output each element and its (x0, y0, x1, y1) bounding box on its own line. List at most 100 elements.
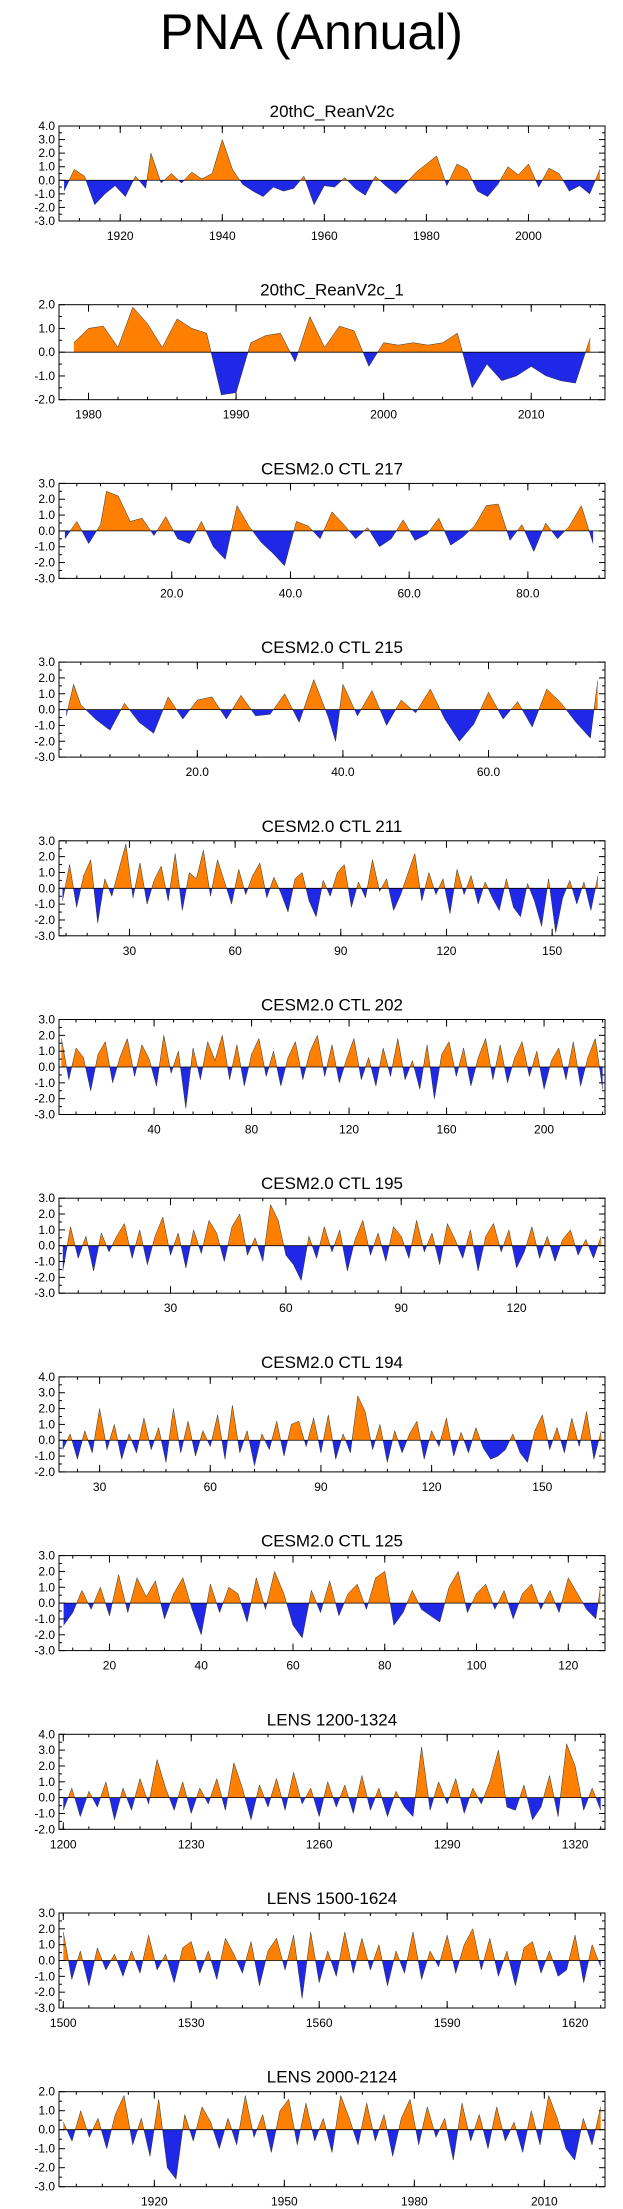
x-tick-label: 60.0 (477, 765, 501, 779)
x-tick-label: 60 (228, 944, 242, 958)
y-tick-label: 2.0 (38, 1207, 55, 1221)
chart-panel: CESM2.0 CTL 211 3.0 2.01.0 0.0 -1.0 -2.0 -3.0 3… (34, 817, 606, 958)
x-tick-label: 1500 (50, 2016, 77, 2030)
x-tick-label: 2010 (518, 408, 545, 422)
x-tick-label: 40.0 (331, 765, 355, 779)
y-tick-label: 3.0 (38, 476, 55, 490)
y-tick-label: 1.0 (38, 1223, 55, 1237)
positive-area (64, 844, 598, 889)
y-tick-label: 2.0 (38, 1402, 55, 1416)
y-tick-label: 3.0 (38, 1743, 55, 1757)
y-tick-label: -1.0 (34, 1969, 55, 1983)
x-tick-label: 1260 (306, 1837, 333, 1851)
negative-area (63, 1797, 601, 1820)
x-tick-label: 20.0 (160, 586, 184, 600)
x-tick-label: 200 (534, 1123, 554, 1137)
y-tick-label: -3.0 (34, 571, 55, 585)
x-tick-label: 1980 (401, 2195, 428, 2209)
y-tick-label: 1.0 (38, 1580, 55, 1594)
x-tick-label: 90 (395, 1301, 409, 1315)
negative-area (62, 1440, 599, 1466)
series-line (61, 1034, 603, 1109)
y-tick-label: 3.0 (38, 1906, 55, 1920)
y-tick-label: 3.0 (38, 133, 55, 147)
x-tick-label: 1980 (413, 229, 440, 243)
y-tick-label: 1.0 (38, 508, 55, 522)
x-tick-label: 1530 (178, 2016, 205, 2030)
y-tick-label: 0.0 (38, 1791, 55, 1805)
y-tick-label: -1.0 (34, 718, 55, 732)
x-tick-label: 160 (437, 1123, 457, 1137)
x-tick-label: 120 (507, 1301, 527, 1315)
negative-area (62, 1245, 602, 1281)
y-tick-label: -3.0 (34, 214, 55, 228)
x-tick-label: 120 (436, 944, 456, 958)
y-tick-label: -2.0 (34, 734, 55, 748)
y-tick-label: -3.0 (34, 929, 55, 943)
y-tick-label: -1.0 (34, 1806, 55, 1820)
chart-panel: CESM2.0 CTL 215 3.0 2.0 1.0 0.0-1.0 -2.0 -3.0 2… (34, 638, 606, 779)
y-tick-label: 3.0 (38, 655, 55, 669)
x-tick-label: 1940 (209, 229, 236, 243)
series-line (66, 678, 598, 742)
y-tick-label: -3.0 (34, 1644, 55, 1658)
x-tick-label: 150 (532, 1480, 552, 1494)
y-tick-label: 0.0 (38, 1433, 55, 1447)
x-tick-label: 30 (123, 944, 137, 958)
series-line (64, 490, 594, 567)
panel-title: CESM2.0 CTL 194 (261, 1353, 403, 1372)
y-tick-label: -1.0 (34, 540, 55, 554)
series-line (63, 1570, 601, 1639)
x-tick-label: 1290 (434, 1837, 461, 1851)
positive-area (63, 2095, 601, 2130)
y-tick-label: 2.0 (38, 492, 55, 506)
x-tick-label: 120 (339, 1123, 359, 1137)
x-tick-label: 40.0 (279, 586, 303, 600)
y-tick-label: 4.0 (38, 1727, 55, 1741)
chart-panel: 20thC_ReanV2c 4.03.02.01.00.0-1.0-2.0-3.0… (34, 102, 606, 243)
y-tick-label: 0.0 (38, 1954, 55, 1968)
series-line (63, 2094, 601, 2180)
series-line (62, 1203, 602, 1282)
x-tick-label: 1950 (271, 2195, 298, 2209)
positive-area (76, 1571, 601, 1604)
panel-title: CESM2.0 CTL 217 (261, 459, 403, 478)
y-tick-label: -2.0 (34, 913, 55, 927)
x-tick-label: 60.0 (397, 586, 421, 600)
y-tick-label: 1.0 (38, 1938, 55, 1952)
panel-title: CESM2.0 CTL 195 (261, 1174, 403, 1193)
x-tick-label: 30 (164, 1301, 178, 1315)
x-tick-label: 1960 (311, 229, 338, 243)
series-line (63, 1928, 601, 1999)
x-tick-label: 100 (467, 1659, 487, 1673)
chart-panel: CESM2.0 CTL 195 3.0 2.0 1.0 0.0 -1.0-2.0 -3.0 3… (34, 1174, 606, 1315)
plot-frame (58, 1376, 606, 1473)
y-tick-label: 0.0 (38, 2123, 55, 2137)
y-tick-label: -3.0 (34, 1286, 55, 1300)
x-tick-label: 2000 (370, 408, 397, 422)
negative-area (64, 530, 594, 566)
y-tick-label: 2.0 (38, 298, 55, 312)
figure-title: PNA (Annual) (160, 4, 463, 60)
panel-title: LENS 1500-1624 (267, 1889, 397, 1908)
x-tick-label: 1200 (50, 1837, 77, 1851)
y-tick-label: -2.0 (34, 200, 55, 214)
y-tick-label: -1.0 (34, 187, 55, 201)
chart-panel: LENS 2000-2124 2.0 1.0 0.0 -1.0 -2.0 -3.0 1920 1… (34, 2068, 606, 2209)
x-tick-label: 1920 (141, 2195, 168, 2209)
x-tick-label: 60 (286, 1659, 300, 1673)
panel-title: 20thC_ReanV2c (270, 102, 395, 121)
x-tick-label: 60 (279, 1301, 293, 1315)
chart-panel: CESM2.0 CTL 125 3.02.0 1.0 0.0 -1.0 -2.0 -3.0 2… (34, 1532, 606, 1673)
positive-area (73, 307, 591, 353)
chart-panel: CESM2.0 CTL 194 4.0 3.0 2.01.0 0.0 -1.0 -2.0 30… (34, 1353, 606, 1494)
series-line (63, 138, 601, 206)
x-tick-label: 80.0 (516, 586, 540, 600)
negative-area (66, 709, 598, 742)
y-tick-label: -2.0 (34, 1092, 55, 1106)
x-tick-label: 1590 (434, 2016, 461, 2030)
negative-area (63, 2129, 601, 2180)
y-tick-label: -2.0 (34, 1985, 55, 1999)
y-tick-label: -1.0 (34, 369, 55, 383)
y-tick-label: 0.0 (38, 881, 55, 895)
